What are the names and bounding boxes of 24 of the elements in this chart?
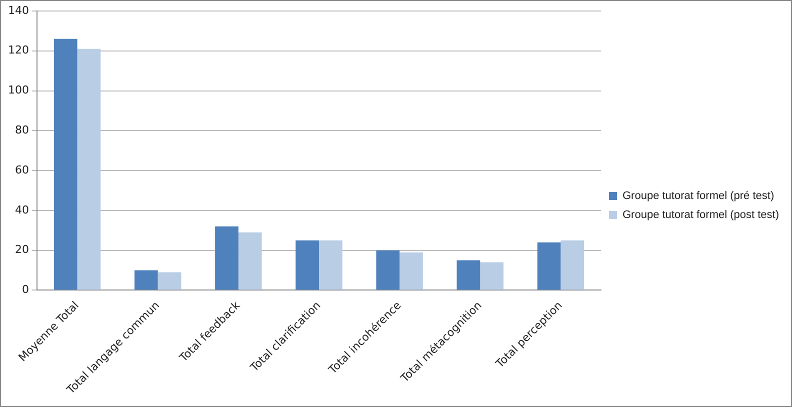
bar <box>537 242 561 290</box>
bar <box>560 240 584 290</box>
y-tick-label: 120 <box>8 44 29 57</box>
y-tick-label: 0 <box>22 283 29 296</box>
y-tick-label: 40 <box>14 203 29 216</box>
bar <box>134 270 158 290</box>
y-tick-label: 100 <box>8 84 29 97</box>
y-tick-label: 140 <box>8 4 29 17</box>
bar <box>376 250 400 290</box>
bar <box>158 272 182 290</box>
y-tick-label: 20 <box>14 243 29 256</box>
bar <box>215 226 238 290</box>
bar <box>296 240 319 290</box>
bar <box>238 232 262 290</box>
legend-label: Groupe tutorat formel (pré test) <box>622 190 774 202</box>
y-tick-label: 80 <box>14 124 29 137</box>
bar <box>456 260 480 290</box>
bar <box>54 38 78 290</box>
bar <box>77 48 101 290</box>
y-tick-label: 60 <box>14 163 29 176</box>
bar <box>480 262 504 290</box>
legend-label: Groupe tutorat formel (post test) <box>622 209 780 222</box>
bar <box>318 240 342 290</box>
bar <box>400 252 423 290</box>
